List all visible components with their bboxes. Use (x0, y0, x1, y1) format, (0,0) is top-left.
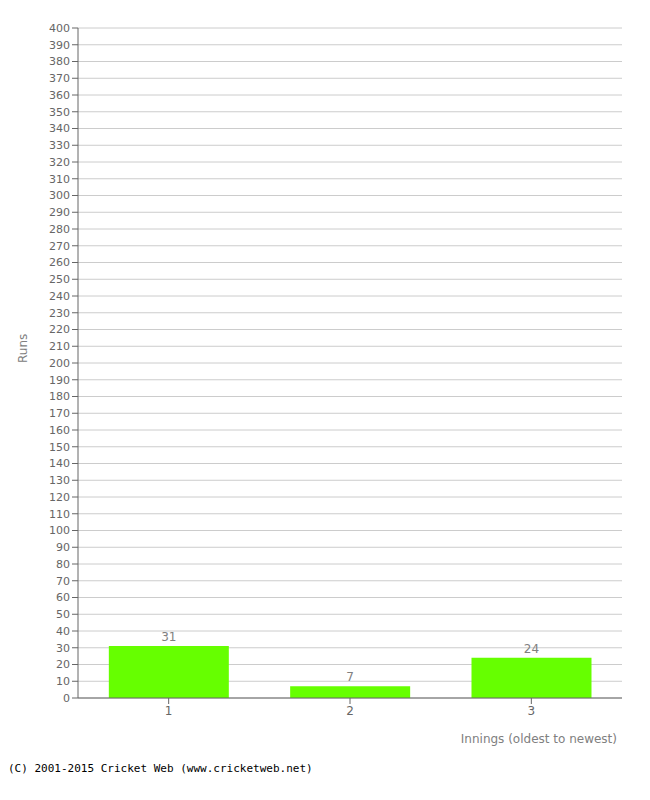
svg-text:350: 350 (49, 106, 70, 119)
svg-text:380: 380 (49, 55, 70, 68)
svg-text:210: 210 (49, 340, 70, 353)
svg-text:150: 150 (49, 441, 70, 454)
svg-text:260: 260 (49, 256, 70, 269)
svg-text:310: 310 (49, 173, 70, 186)
svg-text:250: 250 (49, 273, 70, 286)
svg-text:360: 360 (49, 89, 70, 102)
svg-text:270: 270 (49, 240, 70, 253)
svg-text:180: 180 (49, 390, 70, 403)
svg-text:390: 390 (49, 39, 70, 52)
svg-text:300: 300 (49, 189, 70, 202)
svg-text:120: 120 (49, 491, 70, 504)
svg-text:7: 7 (346, 670, 354, 684)
svg-text:80: 80 (56, 558, 70, 571)
svg-text:320: 320 (49, 156, 70, 169)
svg-text:0: 0 (63, 692, 70, 705)
svg-text:370: 370 (49, 72, 70, 85)
svg-text:200: 200 (49, 357, 70, 370)
svg-text:240: 240 (49, 290, 70, 303)
svg-text:40: 40 (56, 625, 70, 638)
svg-text:330: 330 (49, 139, 70, 152)
svg-text:Innings (oldest to newest): Innings (oldest to newest) (461, 732, 617, 746)
svg-text:2: 2 (346, 704, 354, 718)
svg-text:90: 90 (56, 541, 70, 554)
svg-text:100: 100 (49, 524, 70, 537)
svg-text:340: 340 (49, 122, 70, 135)
svg-text:3: 3 (528, 704, 536, 718)
svg-text:1: 1 (165, 704, 173, 718)
svg-text:24: 24 (524, 642, 539, 656)
svg-text:130: 130 (49, 474, 70, 487)
svg-text:Runs: Runs (16, 334, 30, 363)
svg-text:190: 190 (49, 374, 70, 387)
svg-text:110: 110 (49, 508, 70, 521)
svg-text:70: 70 (56, 575, 70, 588)
svg-text:10: 10 (56, 675, 70, 688)
svg-text:220: 220 (49, 323, 70, 336)
svg-text:50: 50 (56, 608, 70, 621)
svg-text:160: 160 (49, 424, 70, 437)
svg-text:60: 60 (56, 591, 70, 604)
svg-text:20: 20 (56, 658, 70, 671)
html-text:(C) 2001-2015 Cricket Web (www: (C) 2001-2015 Cricket Web (www.cricketwe… (8, 762, 313, 775)
svg-text:170: 170 (49, 407, 70, 420)
svg-text:140: 140 (49, 457, 70, 470)
svg-text:31: 31 (161, 630, 176, 644)
svg-text:290: 290 (49, 206, 70, 219)
svg-text:30: 30 (56, 642, 70, 655)
svg-text:230: 230 (49, 307, 70, 320)
svg-text:280: 280 (49, 223, 70, 236)
svg-text:400: 400 (49, 22, 70, 35)
